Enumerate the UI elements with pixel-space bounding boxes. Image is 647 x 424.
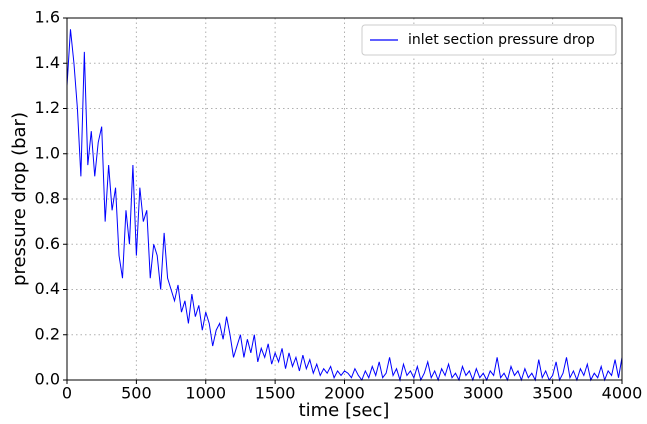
y-tick-label: 1.6: [35, 8, 60, 27]
x-tick-label: 2500: [394, 384, 435, 403]
x-tick-label: 500: [121, 384, 152, 403]
legend-box: [361, 24, 617, 56]
x-tick-label: 4000: [602, 384, 643, 403]
x-tick-label: 1000: [185, 384, 226, 403]
y-tick-label: 0.2: [35, 324, 60, 343]
data-line: [66, 29, 623, 382]
x-tick-label: 0: [62, 384, 72, 403]
y-axis-label: pressure drop (bar): [9, 112, 30, 286]
y-tick-label: 0.8: [35, 189, 60, 208]
x-tick-label: 3000: [463, 384, 504, 403]
x-tick-label: 1500: [255, 384, 296, 403]
x-tick-label: 2000: [324, 384, 365, 403]
x-axis-label: time [sec]: [299, 400, 390, 421]
legend-label: inlet section pressure drop: [408, 32, 595, 48]
y-tick-label: 0.6: [35, 234, 60, 253]
y-tick-label: 1.2: [35, 98, 60, 117]
x-tick-label: 3500: [532, 384, 573, 403]
y-tick-label: 1.0: [35, 143, 60, 162]
y-tick-label: 1.4: [35, 53, 60, 72]
y-tick-label: 0.4: [35, 279, 60, 298]
y-tick-label: 0.0: [35, 370, 60, 389]
plot-frame: [66, 17, 623, 381]
